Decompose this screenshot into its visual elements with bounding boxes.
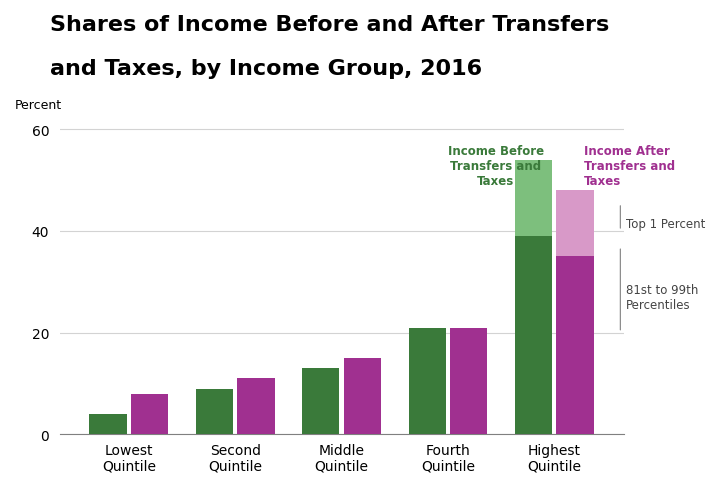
Text: Shares of Income Before and After Transfers: Shares of Income Before and After Transf…: [50, 15, 610, 35]
Bar: [409, 328, 446, 435]
Bar: [343, 358, 381, 435]
Text: and Taxes, by Income Group, 2016: and Taxes, by Income Group, 2016: [50, 59, 482, 79]
Text: Income After
Transfers and
Taxes: Income After Transfers and Taxes: [584, 145, 675, 188]
Bar: [196, 389, 233, 435]
Bar: [302, 368, 339, 435]
Bar: [515, 161, 552, 237]
Text: Top 1 Percent: Top 1 Percent: [626, 217, 705, 230]
Text: 81st to 99th
Percentiles: 81st to 99th Percentiles: [626, 284, 698, 311]
Bar: [557, 257, 594, 435]
Text: Income Before
Transfers and
Taxes: Income Before Transfers and Taxes: [448, 145, 544, 188]
Bar: [450, 328, 487, 435]
Bar: [89, 414, 127, 435]
Text: Percent: Percent: [14, 99, 62, 111]
Bar: [515, 237, 552, 435]
Bar: [557, 191, 594, 257]
Bar: [238, 379, 274, 435]
Bar: [131, 394, 168, 435]
